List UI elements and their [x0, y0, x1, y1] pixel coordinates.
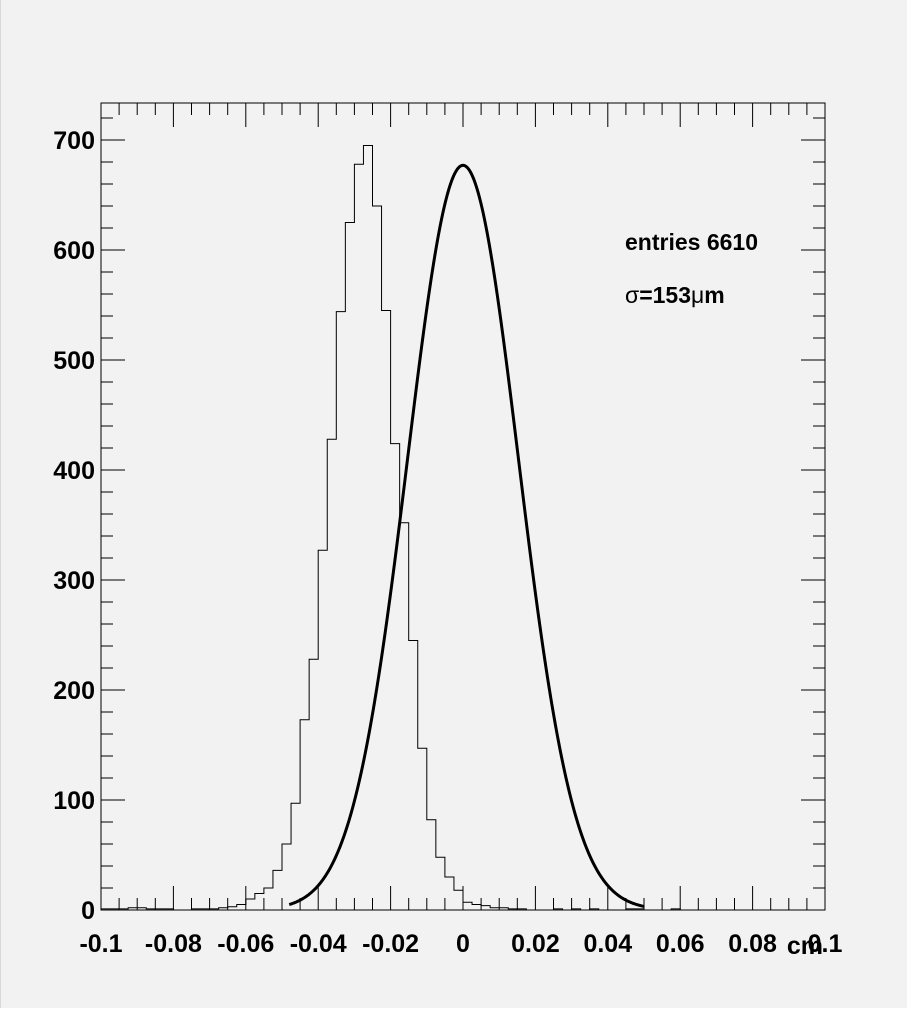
sigma-unit-m: m	[704, 282, 724, 308]
x-tick-label: -0.02	[362, 930, 419, 958]
y-tick-label: 100	[53, 787, 95, 815]
x-axis-ticks	[100, 103, 826, 910]
x-tick-labels: -0.1 -0.08 -0.06 -0.04 -0.02 0 0.02 0.04 0.06 0.0…	[79, 930, 842, 958]
y-tick-label: 400	[53, 457, 95, 485]
x-tick-label: -0.06	[217, 930, 274, 958]
sigma-symbol: σ	[625, 282, 639, 308]
histogram-bars	[100, 145, 825, 911]
y-axis-ticks	[101, 117, 825, 911]
y-tick-label: 0	[81, 897, 95, 925]
x-tick-label: 0.1	[808, 930, 843, 958]
sigma-value: =153	[639, 282, 691, 308]
x-tick-label: -0.1	[79, 930, 122, 958]
x-axis-label: cm	[787, 932, 823, 960]
plot-frame	[100, 102, 826, 911]
y-tick-label: 600	[53, 237, 95, 265]
entries-annotation: entries 6610	[625, 229, 758, 255]
sigma-annotation: σ=153μm	[625, 282, 725, 308]
y-tick-label: 200	[53, 677, 95, 705]
y-tick-label: 500	[53, 347, 95, 375]
sigma-unit-mu: μ	[691, 282, 704, 308]
y-tick-label: 700	[53, 127, 95, 155]
x-tick-label: -0.08	[145, 930, 202, 958]
x-tick-label: 0.02	[511, 930, 560, 958]
x-tick-label: 0.08	[728, 930, 777, 958]
y-tick-labels: 0 100 200 300 400 500 600 700	[53, 127, 95, 925]
x-tick-label: 0.04	[583, 930, 632, 958]
x-tick-label: -0.04	[290, 930, 347, 958]
x-tick-label: 0	[456, 930, 470, 958]
y-tick-label: 300	[53, 567, 95, 595]
x-tick-label: 0.06	[656, 930, 705, 958]
gaussian-fit-curve	[288, 163, 645, 908]
